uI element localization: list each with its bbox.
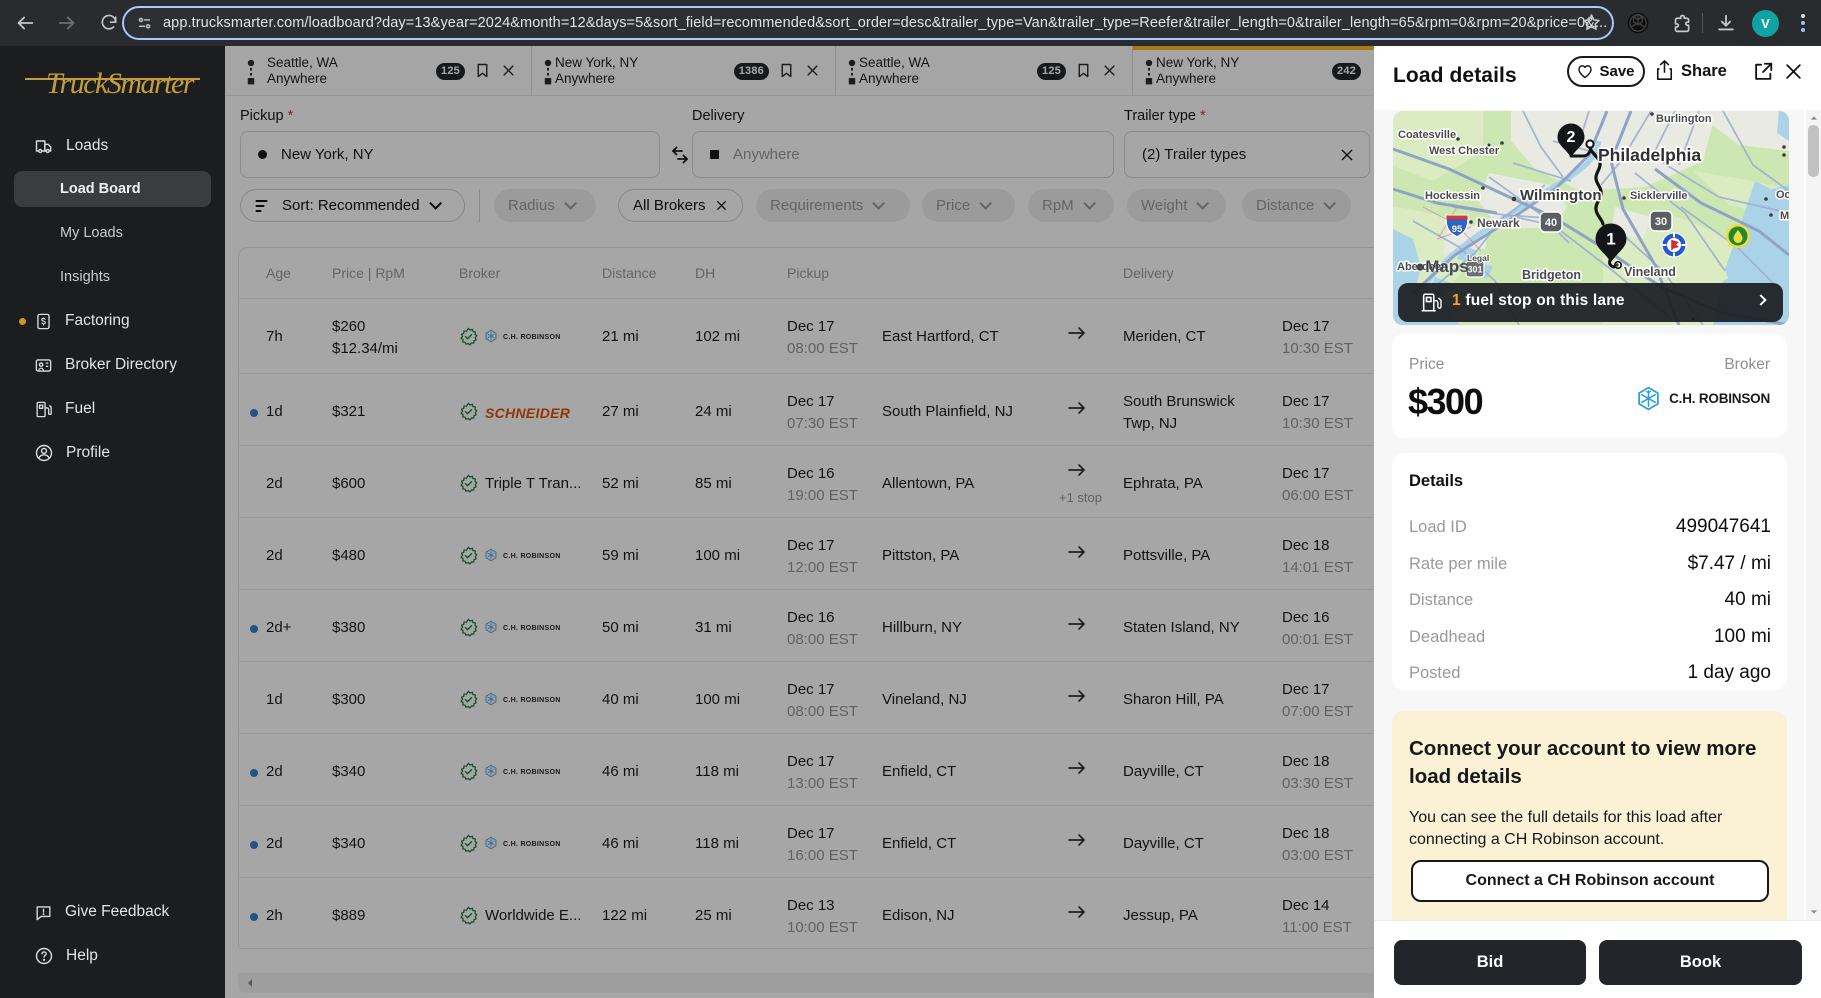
svg-text:Aberdeen: Aberdeen [1397,261,1448,273]
svg-text:Coatesville: Coatesville [1398,129,1456,141]
svg-text:Philadelphia: Philadelphia [1598,145,1701,165]
svg-text:2: 2 [1567,129,1576,146]
svg-text:Newark: Newark [1477,216,1520,230]
svg-text:1: 1 [1606,230,1615,249]
svg-text:301: 301 [1467,265,1482,275]
svg-text:Sicklerville: Sicklerville [1630,190,1688,202]
svg-text:Bridgeton: Bridgeton [1522,268,1581,282]
svg-text:40: 40 [1545,217,1557,229]
svg-text:30: 30 [1655,216,1667,228]
svg-text:●Maps: ●Maps [1415,257,1469,276]
svg-text:Hockessin: Hockessin [1425,190,1480,202]
svg-text:Oce: Oce [1776,189,1789,201]
svg-text:Legal: Legal [1467,253,1489,263]
svg-text:West Chester: West Chester [1429,145,1500,157]
svg-text:Wilmington: Wilmington [1520,187,1602,204]
svg-text:Vineland: Vineland [1624,265,1676,279]
svg-text:Burlington: Burlington [1656,113,1712,125]
svg-text:95: 95 [1452,224,1463,235]
svg-text:Ma: Ma [1780,210,1789,222]
